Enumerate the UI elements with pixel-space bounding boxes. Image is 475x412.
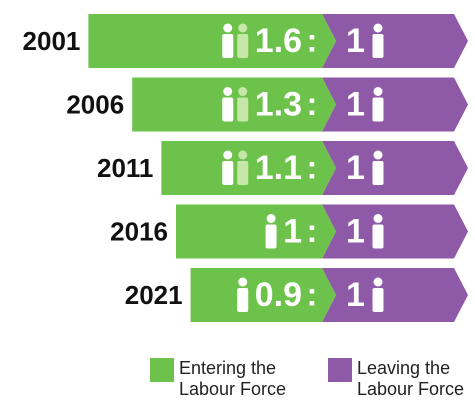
year-label: 2011 — [97, 153, 153, 183]
bar-leaving — [322, 204, 468, 259]
person-icon — [372, 224, 384, 249]
legend-swatch — [150, 358, 174, 382]
person-icon — [238, 277, 248, 287]
person-icon — [237, 34, 249, 58]
value-label: 1 — [346, 85, 365, 123]
person-icon — [373, 150, 383, 160]
bar-entering — [161, 141, 336, 195]
person-icon — [265, 224, 277, 249]
bar-leaving — [322, 141, 468, 195]
person-icon — [237, 288, 249, 312]
person-icon — [373, 23, 383, 33]
bar-entering — [88, 14, 337, 68]
person-icon — [237, 97, 249, 122]
bar-entering — [176, 204, 336, 259]
separator: : — [307, 276, 318, 312]
value-label: 1 — [346, 149, 365, 187]
year-label: 2001 — [23, 26, 81, 56]
bar-leaving — [322, 14, 468, 68]
value-label: 1.6 — [255, 22, 302, 60]
person-icon — [373, 214, 383, 223]
person-icon — [222, 97, 234, 122]
value-label: 1 — [346, 22, 365, 60]
person-icon — [372, 161, 384, 185]
person-icon — [373, 277, 383, 287]
legend-swatch — [328, 358, 352, 382]
person-icon — [222, 34, 234, 58]
person-icon — [372, 34, 384, 58]
person-icon — [238, 150, 248, 160]
legend-item: Entering the Labour Force — [150, 358, 297, 400]
value-label: 1 — [283, 212, 302, 250]
person-icon — [223, 150, 233, 160]
person-icon — [372, 97, 384, 122]
separator: : — [307, 149, 318, 185]
legend-item: Leaving the Labour Force — [328, 358, 475, 400]
bar-leaving — [322, 77, 468, 132]
value-label: 1.3 — [255, 85, 302, 123]
year-label: 2006 — [66, 89, 124, 119]
person-icon — [223, 23, 233, 33]
legend-label: Entering the Labour Force — [179, 358, 287, 399]
person-icon — [237, 161, 249, 185]
separator: : — [307, 86, 318, 122]
value-label: 1 — [346, 276, 365, 314]
separator: : — [307, 22, 318, 58]
person-icon — [266, 214, 276, 223]
person-icon — [373, 87, 383, 96]
person-icon — [238, 23, 248, 33]
person-icon — [222, 161, 234, 185]
value-label: 1 — [346, 212, 365, 250]
year-label: 2021 — [125, 280, 183, 310]
bar-entering — [190, 268, 336, 322]
value-label: 0.9 — [255, 276, 302, 314]
separator: : — [307, 213, 318, 249]
person-icon — [238, 87, 248, 96]
bar-leaving — [322, 268, 468, 322]
year-label: 2016 — [110, 216, 168, 246]
bar-entering — [132, 77, 336, 132]
value-label: 1.1 — [255, 149, 302, 187]
person-icon — [372, 288, 384, 312]
legend-label: Leaving the Labour Force — [357, 358, 465, 399]
person-icon — [223, 87, 233, 96]
